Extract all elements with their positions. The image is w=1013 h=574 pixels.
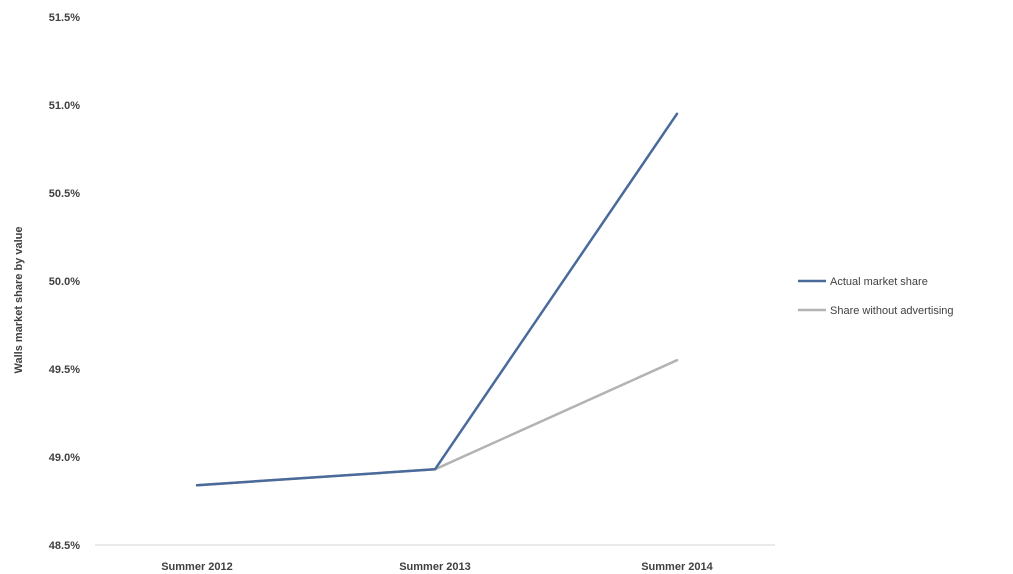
y-tick-label: 51.5% [49,12,80,24]
y-tick-label: 48.5% [49,540,80,552]
y-tick-label: 50.5% [49,188,80,200]
series-line-actual [195,112,679,487]
y-tick-label: 51.0% [49,100,80,112]
y-tick-label: 50.0% [49,276,80,288]
y-tick-label: 49.5% [49,364,80,376]
x-tick-label: Summer 2012 [161,561,233,573]
x-axis: Summer 2012 Summer 2013 Summer 2014 [95,544,775,573]
y-axis-title: Walls market share by value [13,227,25,374]
x-tick-label: Summer 2014 [641,561,713,573]
y-tick-label: 49.0% [49,452,80,464]
y-axis: 48.5% 49.0% 49.5% 50.0% 50.5% 51.0% 51.5% [49,12,80,552]
series-layer [195,112,679,487]
x-tick-label: Summer 2013 [399,561,471,573]
legend-label: Share without advertising [830,305,954,317]
legend: Actual market share Share without adverti… [798,276,954,317]
legend-label: Actual market share [830,276,928,288]
